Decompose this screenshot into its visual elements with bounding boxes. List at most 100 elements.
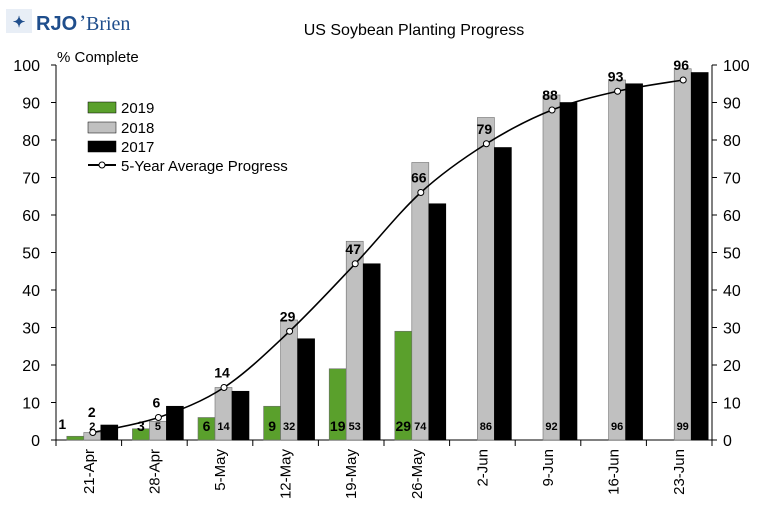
bar-2017 (362, 263, 381, 441)
x-tick-label: 23-Jun (671, 449, 688, 495)
data-label-average: 14 (214, 365, 230, 381)
average-marker (482, 140, 490, 148)
bar-2017 (494, 147, 512, 441)
y-tick-label-left: 40 (22, 283, 40, 300)
y-tick-label-left: 30 (22, 321, 40, 338)
data-label-2019: 3 (137, 418, 145, 434)
bar-2018 (673, 68, 692, 441)
bar-2018 (608, 79, 626, 441)
average-marker (351, 260, 359, 268)
x-tick-label: 21-Apr (81, 449, 98, 494)
data-label-average: 88 (542, 87, 558, 103)
legend-label-average: 5-Year Average Progress (121, 158, 288, 175)
data-label-2018: 14 (217, 421, 230, 433)
data-label-average: 6 (153, 395, 161, 411)
x-tick-label: 5-May (212, 449, 229, 491)
y-tick-label-right: 30 (723, 321, 741, 338)
data-label-average: 66 (411, 170, 427, 186)
average-line (92, 79, 684, 434)
y-tick-label-right: 60 (723, 208, 741, 225)
data-label-2019: 1 (58, 416, 66, 432)
y-tick-label-right: 80 (723, 133, 741, 150)
x-tick-label: 16-Jun (606, 449, 623, 495)
average-marker (679, 76, 687, 84)
data-label-average: 96 (673, 57, 689, 73)
y-tick-label-left: 70 (22, 171, 40, 188)
data-label-2019: 6 (203, 418, 211, 434)
logo-emblem-glyph: ✦ (13, 14, 26, 31)
bar-2018 (542, 94, 561, 441)
bar-2017 (100, 424, 119, 441)
average-marker (614, 87, 622, 95)
data-label-2018: 53 (349, 421, 361, 433)
y-tick-label-left: 20 (22, 358, 40, 375)
legend-swatch-2019 (87, 101, 117, 114)
y-tick-label-right: 40 (723, 283, 741, 300)
rjo-brien-logo: ✦ RJO ’ Brien (6, 9, 130, 35)
legend-swatch-average-marker (98, 161, 106, 169)
legend: 2019 2018 2017 5-Year Average Progress (87, 100, 288, 175)
y-tick-label-right: 100 (723, 58, 750, 75)
average-line-group (89, 76, 687, 436)
bar-2018 (411, 162, 430, 441)
x-tick-label: 12-May (278, 449, 295, 500)
data-label-2019: 19 (330, 418, 346, 434)
average-marker (220, 384, 228, 391)
y-tick-label-left: 0 (31, 433, 40, 450)
bar-2017 (166, 405, 184, 441)
data-label-average: 93 (608, 68, 624, 84)
data-label-average: 47 (345, 241, 361, 257)
y-tick-label-right: 50 (723, 246, 741, 263)
average-marker (548, 106, 556, 114)
y-tick-label-left: 90 (22, 96, 40, 113)
logo-apostrophe: ’ (79, 10, 86, 35)
data-label-2018: 92 (545, 421, 557, 433)
legend-label-2018: 2018 (121, 120, 154, 137)
logo-mark: RJO (36, 13, 77, 35)
bar-2017 (231, 390, 250, 441)
x-tick-label: 28-Apr (146, 449, 163, 494)
y-tick-label-right: 0 (723, 433, 732, 450)
data-label-average: 29 (280, 308, 296, 324)
bar-2017 (428, 203, 447, 441)
category-labels: 21-Apr 28-Apr 5-May 12-May 19-May 26-May 2-Jun… (81, 449, 688, 500)
chart-title: US Soybean Planting Progress (304, 22, 525, 39)
y-tick-label-right: 90 (723, 96, 741, 113)
bar-2019 (66, 435, 85, 441)
y-tick-label-left: 50 (22, 246, 40, 263)
data-label-2018: 2 (89, 421, 95, 433)
bar-2017 (690, 72, 709, 441)
bar-2018 (477, 117, 495, 441)
legend-swatch-2018 (87, 121, 117, 134)
y-tick-label-left: 80 (22, 133, 40, 150)
x-tick-label: 2-Jun (474, 449, 491, 487)
data-label-2019: 9 (268, 418, 276, 434)
legend-swatch-2017 (87, 140, 117, 153)
x-tick-label: 9-Jun (540, 449, 557, 487)
bar-2017 (559, 102, 578, 441)
x-tick-label: 19-May (343, 449, 360, 500)
y-axis-label: % Complete (57, 49, 139, 66)
logo-rest: Brien (86, 13, 130, 35)
data-label-2018: 74 (414, 421, 427, 433)
data-label-average: 79 (477, 121, 493, 137)
y-tick-label-left: 10 (22, 396, 40, 413)
left-y-ticks: 0 10 20 30 40 50 60 70 80 90 100 (13, 58, 56, 450)
average-marker (417, 189, 425, 196)
x-tick-label: 26-May (409, 449, 426, 500)
x-ticks (55, 440, 713, 446)
legend-label-2019: 2019 (121, 100, 154, 117)
data-label-2018: 5 (155, 421, 161, 433)
average-marker (154, 414, 162, 421)
y-tick-label-right: 70 (723, 171, 741, 188)
average-marker (89, 429, 97, 436)
y-tick-label-right: 10 (723, 396, 741, 413)
bars (66, 68, 709, 441)
right-y-ticks: 0 10 20 30 40 50 60 70 80 90 100 (712, 58, 750, 450)
logo-emblem-icon (6, 9, 32, 33)
data-labels: 1 3 6 9 19 292 5 14 32 53 74 86 92 96 9926142947667988… (58, 57, 689, 434)
data-label-2018: 32 (283, 421, 295, 433)
average-marker (286, 327, 294, 335)
